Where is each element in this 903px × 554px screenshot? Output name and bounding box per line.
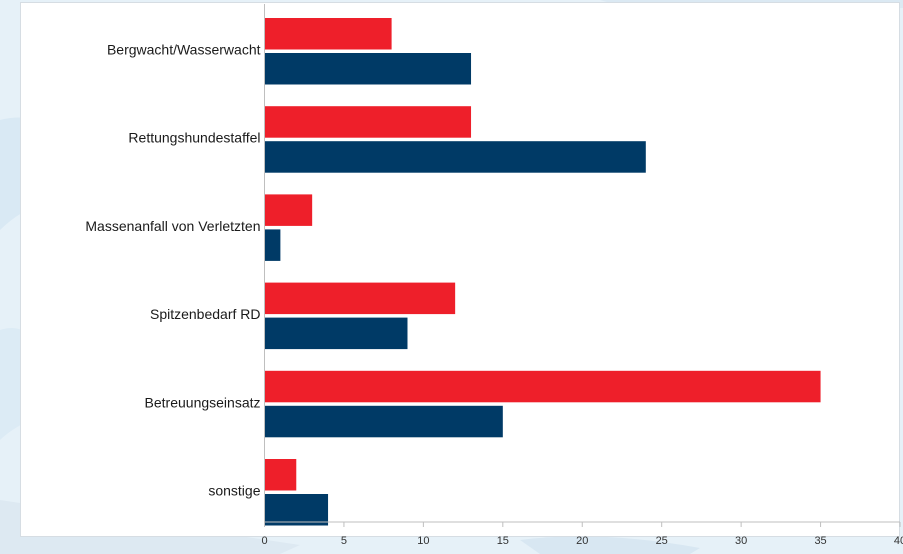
category-label: sonstige: [208, 483, 260, 499]
bar-series2-1: [264, 141, 646, 173]
bar-series1-0: [264, 18, 392, 50]
category-labels: Bergwacht/Wasserwacht Rettungshundestaffe…: [85, 42, 260, 499]
bar-series1-1: [264, 106, 472, 138]
x-tick-label: 15: [497, 535, 509, 547]
chart-frame: [20, 2, 900, 537]
x-tick-label: 0: [261, 535, 267, 547]
x-tick-label: 10: [417, 535, 429, 547]
bar-series2-2: [264, 229, 281, 261]
bar-series1-5: [264, 459, 297, 491]
category-label: Bergwacht/Wasserwacht: [107, 42, 261, 58]
bar-series2-0: [264, 53, 472, 85]
bar-series1-3: [264, 282, 456, 315]
x-tick-label: 30: [735, 535, 747, 547]
bars-layer: [264, 18, 821, 526]
x-tick-label: 5: [341, 535, 347, 547]
bar-series2-4: [264, 405, 503, 438]
bar-series2-5: [264, 494, 329, 526]
x-tick-label: 35: [814, 535, 826, 547]
axis-layer: 0 5 10 15 20 25 30 35 40: [261, 4, 903, 547]
category-label: Spitzenbedarf RD: [150, 306, 261, 322]
category-label: Betreuungseinsatz: [145, 394, 261, 410]
bar-series2-3: [264, 317, 408, 350]
x-tick-label: 25: [656, 535, 668, 547]
category-label: Massenanfall von Verletzten: [85, 218, 260, 234]
category-label: Rettungshundestaffel: [128, 130, 260, 146]
x-tick-label: 20: [576, 535, 588, 547]
x-tick-label: 40: [894, 535, 903, 547]
bar-series1-4: [264, 370, 821, 403]
bar-series1-2: [264, 194, 313, 226]
